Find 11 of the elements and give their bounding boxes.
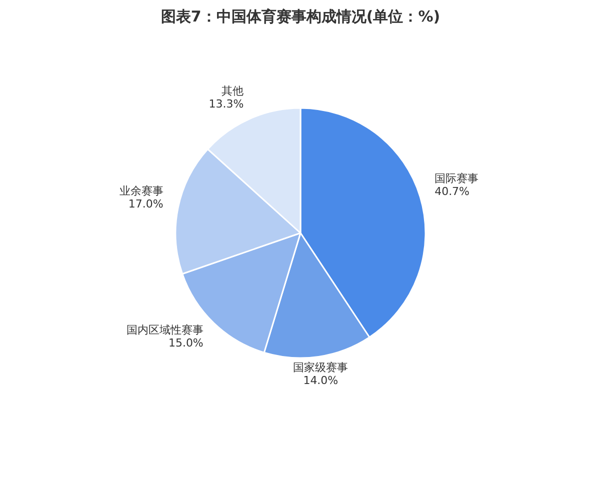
data-label: 40.7% xyxy=(434,185,470,198)
slice-label: 国家级赛事 xyxy=(293,361,348,374)
slice-label: 业余赛事 xyxy=(119,184,164,198)
data-label: 14.0% xyxy=(303,374,338,388)
data-label: 17.0% xyxy=(128,198,164,211)
chart-title: 图表7：中国体育赛事构成情况(单位：%) xyxy=(160,8,440,26)
slice-label: 其他 xyxy=(222,84,244,98)
data-label: 13.3% xyxy=(208,98,244,111)
data-label: 15.0% xyxy=(168,336,204,350)
slice-label: 国内区域性赛事 xyxy=(126,323,204,336)
slice-label: 国际赛事 xyxy=(434,172,479,186)
